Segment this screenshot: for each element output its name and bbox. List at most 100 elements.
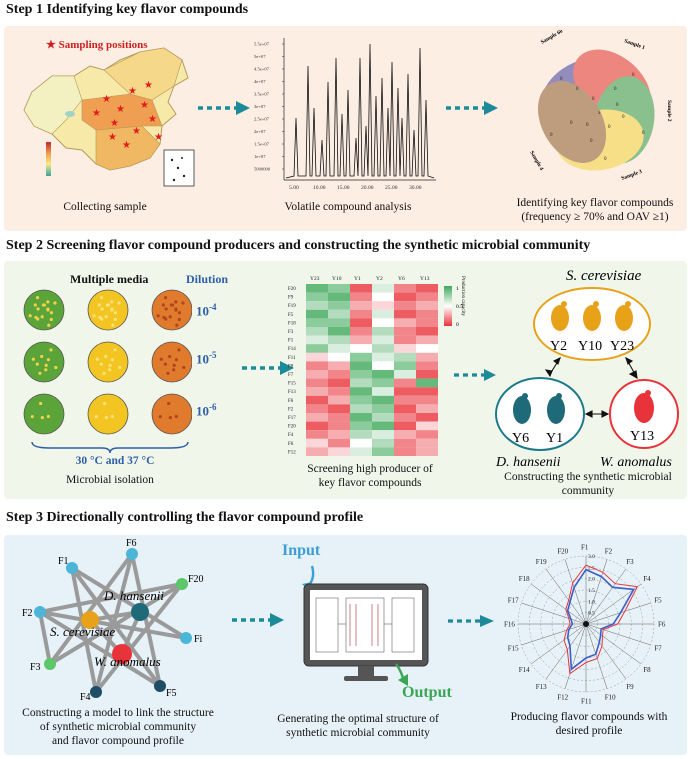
caption-model-3: and flavor compound profile — [52, 735, 184, 747]
color-scale — [46, 142, 51, 176]
colony — [97, 303, 101, 307]
svg-text:0: 0 — [560, 77, 563, 82]
heatmap-row-label: F14 — [288, 347, 296, 352]
network-node — [180, 632, 192, 644]
svg-text:★: ★ — [154, 132, 163, 143]
radar-ring-label: 2.5 — [588, 565, 595, 571]
chrom-xtick: 25.00 — [385, 185, 398, 191]
network-edge — [38, 610, 162, 688]
radar-ring-label: 1.0 — [588, 599, 595, 605]
caption-key-compounds-1: Identifying key flavor compounds — [516, 197, 674, 209]
heatmap-cell — [394, 309, 416, 319]
chrom-ytick: 4.5e+07 — [254, 67, 270, 72]
china-map-south — [95, 125, 161, 171]
heatmap-cell — [306, 378, 328, 388]
colony — [30, 415, 34, 419]
arrow-step3-b — [448, 615, 494, 627]
colony — [168, 416, 172, 420]
step2-title: Step 2 Screening flavor compound produce… — [6, 238, 591, 253]
radar-ring-label: 2.0 — [588, 577, 595, 583]
heatmap-cell — [350, 421, 372, 431]
radar-axis-label: F16 — [504, 621, 515, 629]
network-node-label: F5 — [166, 688, 177, 699]
network-node-label: F3 — [30, 662, 41, 673]
colony — [40, 315, 44, 319]
colony — [46, 300, 50, 304]
radar-chart: F1 F2 F3 F4 F5 F6 F7 F8 F9 F10 F11 F12 F13 F14 F15 F16 F… — [504, 544, 666, 706]
arrow-step2-b — [454, 369, 496, 381]
heatmap-row-label: F20 — [288, 425, 296, 430]
heatmap-cell — [416, 430, 438, 439]
heatmap-cell — [306, 387, 328, 396]
caption-model-1: Constructing a model to link the structu… — [22, 707, 214, 719]
caption-microbial-isolation: Microbial isolation — [66, 474, 154, 486]
radar-axis-label: F11 — [581, 698, 592, 706]
step3-title: Step 3 Directionally controlling the fla… — [6, 510, 364, 525]
svg-text:0: 0 — [576, 87, 579, 92]
colony — [46, 307, 50, 311]
heatmap-cell — [372, 361, 394, 370]
network-node-label: F2 — [22, 608, 33, 619]
input-label: Input — [282, 542, 321, 559]
heatmap-cell — [328, 404, 350, 413]
heatmap-cell — [416, 361, 438, 370]
caption-heatmap-2: key flavor compounds — [318, 477, 422, 489]
heatmap-cell — [306, 404, 328, 413]
caption-optimal-1: Generating the optimal structure of — [277, 713, 439, 725]
heatmap-cell — [350, 430, 372, 439]
monitor-base — [344, 676, 388, 681]
radar-axis-label: F10 — [605, 694, 616, 702]
strain-left-1: Y6 — [512, 431, 529, 446]
colony — [104, 416, 108, 420]
net-label-w-anomalus: W. anomalus — [94, 654, 161, 669]
chrom-ytick: 5.5e+07 — [254, 42, 270, 47]
heatmap-row-label: F8 — [288, 364, 294, 369]
radar-ring-label: 0.5 — [588, 611, 595, 617]
colony — [174, 358, 179, 362]
heatmap-cell — [328, 327, 350, 336]
colony — [177, 311, 182, 315]
heatmap-cell — [306, 327, 328, 336]
dilution-2: 10-5 — [196, 350, 217, 367]
heatmap-cell — [306, 447, 328, 456]
colony — [103, 401, 107, 406]
chrom-ytick: 5000000 — [254, 167, 271, 172]
heatmap-row-label: F17 — [288, 416, 296, 421]
colony — [41, 303, 45, 307]
radar-axis-label: F12 — [557, 694, 568, 702]
radar-axis — [564, 559, 587, 625]
heatmap-row-label: F13 — [288, 390, 296, 395]
colony — [40, 416, 44, 420]
heatmap-cell — [416, 421, 438, 431]
heatmap-cell — [306, 301, 328, 310]
svg-text:0: 0 — [604, 157, 607, 162]
strain-left-2: Y1 — [546, 431, 563, 446]
svg-text:★: ★ — [108, 132, 117, 143]
colony — [175, 323, 179, 327]
radar-axis — [585, 623, 642, 665]
heatmap-col-label: Y1 — [354, 276, 361, 282]
dilution-1-exp: -4 — [209, 302, 217, 312]
heatmap-row-label: F18 — [288, 321, 296, 326]
group-d-hansenii — [495, 377, 585, 451]
heatmap-legend-tick-0: 0 — [456, 322, 459, 328]
colony — [113, 317, 117, 322]
heatmap-cell — [416, 413, 438, 422]
heatmap-cell — [394, 404, 416, 413]
heatmap-cell — [328, 318, 350, 327]
strain-top-3: Y23 — [610, 339, 634, 354]
heatmap-cell — [328, 378, 350, 388]
svg-text:0: 0 — [570, 121, 573, 126]
caption-heatmap-1: Screening high producer of — [307, 463, 433, 475]
svg-text:0: 0 — [590, 139, 593, 144]
network-node — [154, 680, 166, 692]
colony — [111, 323, 115, 327]
caption-key-compounds-2: (frequency ≥ 70% and OAV ≥1) — [521, 211, 669, 223]
network-edge — [130, 552, 162, 688]
network-node — [44, 658, 56, 670]
colony — [44, 363, 48, 367]
dilution-3-base: 10 — [196, 403, 209, 419]
heatmap-cell — [372, 447, 394, 456]
radar-axis-label: F4 — [643, 575, 651, 583]
colony — [172, 368, 176, 372]
